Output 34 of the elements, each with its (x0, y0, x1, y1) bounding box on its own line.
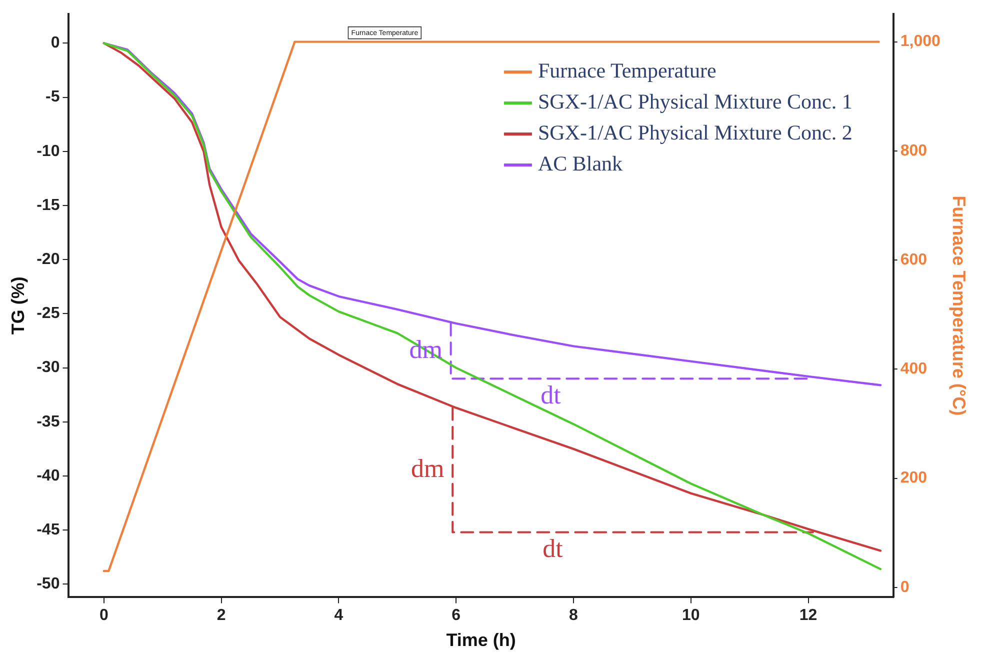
y2-tick-label: 800 (900, 142, 928, 160)
y-tick-label: -20 (36, 251, 60, 268)
x-tick-label: 8 (569, 607, 578, 624)
y2-tick-label: 200 (900, 470, 928, 487)
y-tick-label: -40 (36, 467, 60, 484)
legend-label: Furnace Temperature (538, 58, 716, 83)
y-tick-label: 0 (50, 34, 60, 52)
legend-label: AC Blank (538, 152, 624, 176)
annotation: dt (542, 534, 564, 564)
annotation: dt (540, 380, 562, 410)
y-axis-title: TG (%) (8, 276, 28, 335)
x-tick-label: 0 (99, 607, 108, 624)
x-tick-label: 4 (334, 607, 344, 624)
y-tick-label: -25 (36, 305, 60, 322)
y2-tick-label: 400 (900, 360, 928, 378)
y-tick-label: -45 (36, 522, 60, 539)
x-axis-title: Time (h) (446, 630, 516, 650)
y-tick-label: -15 (36, 196, 60, 214)
y-tick-label: -5 (45, 88, 60, 106)
y2-tick-label: 1,000 (900, 33, 940, 50)
x-tick-label: 2 (216, 607, 226, 624)
annotation: dm (410, 454, 444, 483)
y-tick-label: -10 (36, 142, 60, 160)
x-tick-label: 6 (452, 607, 461, 624)
x-tick-label: 10 (682, 607, 700, 624)
legend-label: SGX-1/AC Physical Mixture Conc. 1 (538, 90, 852, 114)
y-tick-label: -35 (36, 413, 60, 430)
x-tick-label: 12 (799, 607, 818, 624)
y-tick-label: -30 (36, 359, 60, 376)
y2-tick-label: 600 (900, 251, 928, 268)
y-tick-label: -50 (36, 576, 60, 593)
legend-label: SGX-1/AC Physical Mixture Conc. 2 (538, 120, 852, 145)
y2-tick-label: 0 (900, 578, 910, 596)
y2-axis-title: Furnace Temperature (°C) (949, 196, 970, 416)
